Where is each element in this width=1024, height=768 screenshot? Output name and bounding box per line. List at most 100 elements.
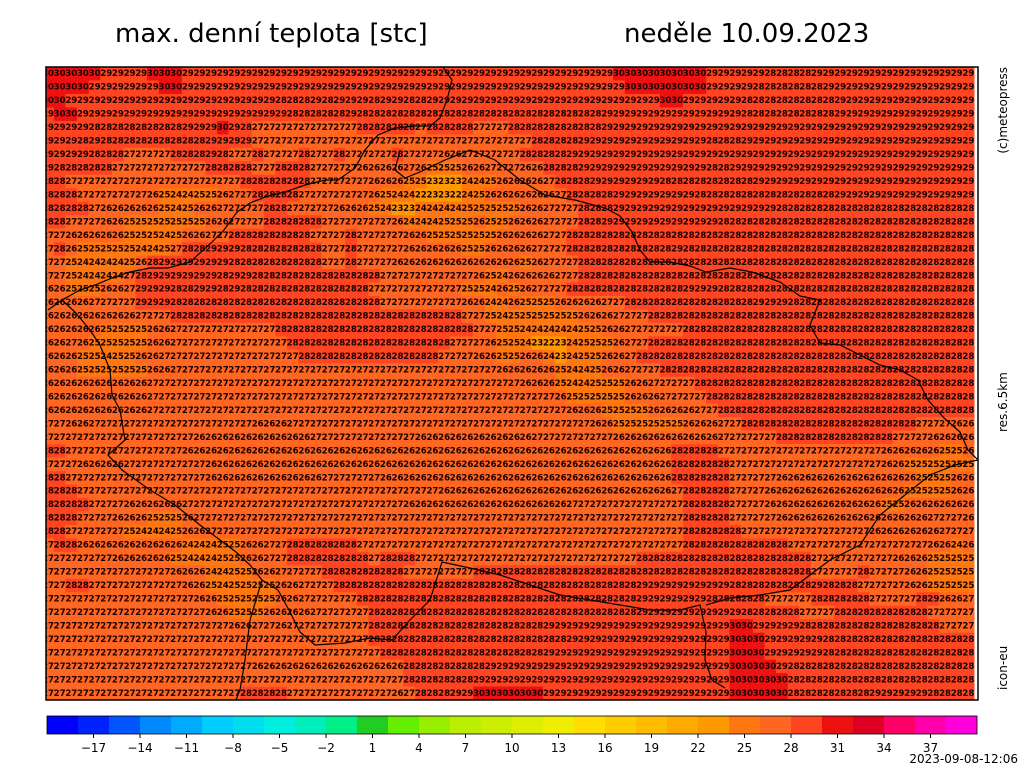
cell-color xyxy=(193,80,206,95)
cell-value: 28 xyxy=(135,123,147,133)
cell-value: 29 xyxy=(345,69,357,79)
cell-color xyxy=(333,80,346,95)
cell-value: 28 xyxy=(776,231,788,241)
cell-color xyxy=(135,120,148,135)
cell-value: 25 xyxy=(473,204,485,214)
cell-color xyxy=(543,107,556,122)
cell-value: 25 xyxy=(205,190,217,200)
cell-color xyxy=(391,93,404,108)
cell-color xyxy=(647,134,660,149)
cell-value: 25 xyxy=(170,231,182,241)
cell-color xyxy=(822,147,835,162)
cell-value: 29 xyxy=(205,110,217,120)
cell-color xyxy=(787,134,800,149)
cell-value: 28 xyxy=(741,231,753,241)
cell-value: 29 xyxy=(753,150,765,160)
cell-color xyxy=(449,67,462,81)
cell-value: 29 xyxy=(485,69,497,79)
cell-value: 25 xyxy=(461,204,473,214)
cell-value: 27 xyxy=(485,137,497,147)
cell-value: 28 xyxy=(706,164,718,174)
cell-color xyxy=(939,134,952,149)
cell-value: 29 xyxy=(426,96,438,106)
cell-value: 29 xyxy=(904,96,916,106)
cell-value: 27 xyxy=(566,258,578,268)
cell-color xyxy=(822,134,835,149)
cell-value: 29 xyxy=(625,164,637,174)
cell-value: 26 xyxy=(135,204,147,214)
cell-value: 28 xyxy=(718,258,730,268)
cell-value: 28 xyxy=(578,231,590,241)
cell-value: 28 xyxy=(65,204,77,214)
cell-color xyxy=(915,80,928,95)
cell-value: 28 xyxy=(54,204,66,214)
cell-value: 28 xyxy=(112,150,124,160)
cell-value: 29 xyxy=(659,217,671,227)
cell-value: 29 xyxy=(65,150,77,160)
cell-value: 29 xyxy=(892,96,904,106)
cell-color xyxy=(275,161,288,176)
cell-color xyxy=(112,147,125,162)
cell-value: 28 xyxy=(217,150,229,160)
cell-value: 26 xyxy=(368,190,380,200)
cell-color xyxy=(298,161,311,176)
cell-value: 28 xyxy=(939,258,951,268)
cell-value: 27 xyxy=(159,164,171,174)
cell-color xyxy=(170,120,183,135)
cell-value: 29 xyxy=(555,69,567,79)
cell-color xyxy=(88,120,101,135)
cell-color xyxy=(613,93,625,108)
cell-value: 28 xyxy=(298,164,310,174)
cell-value: 29 xyxy=(54,123,66,133)
cell-value: 26 xyxy=(392,177,404,187)
cell-color xyxy=(694,120,707,135)
cell-value: 25 xyxy=(485,217,497,227)
cell-color xyxy=(88,161,101,176)
cell-color xyxy=(869,93,882,108)
cell-value: 29 xyxy=(881,177,893,187)
cell-value: 28 xyxy=(834,217,846,227)
cell-value: 29 xyxy=(648,96,660,106)
cell-value: 29 xyxy=(741,69,753,79)
cell-color xyxy=(787,80,800,95)
cell-value: 29 xyxy=(939,96,951,106)
cell-color xyxy=(216,107,229,122)
cell-color xyxy=(741,93,754,108)
cell-color xyxy=(88,147,101,162)
cell-value: 30 xyxy=(671,83,683,93)
cell-value: 29 xyxy=(962,137,974,147)
cell-value: 28 xyxy=(869,231,881,241)
cell-value: 29 xyxy=(671,150,683,160)
cell-value: 29 xyxy=(846,83,858,93)
cell-value: 28 xyxy=(555,177,567,187)
cell-color xyxy=(706,134,719,149)
cell-value: 29 xyxy=(601,164,613,174)
cell-color xyxy=(240,120,253,135)
cell-value: 29 xyxy=(89,96,101,106)
cell-color xyxy=(741,107,754,122)
cell-value: 28 xyxy=(310,258,322,268)
cell-color xyxy=(345,80,358,95)
cell-color xyxy=(403,80,416,95)
cell-value: 28 xyxy=(403,123,415,133)
cell-value: 28 xyxy=(811,231,823,241)
cell-value: 27 xyxy=(333,137,345,147)
cell-color xyxy=(123,120,136,135)
cell-color xyxy=(77,107,90,122)
cell-color xyxy=(846,107,858,122)
cell-value: 28 xyxy=(578,258,590,268)
cell-value: 28 xyxy=(578,190,590,200)
cell-value: 24 xyxy=(426,204,438,214)
cell-value: 29 xyxy=(683,110,695,120)
cell-color xyxy=(135,80,148,95)
cell-color xyxy=(65,80,78,95)
cell-color xyxy=(752,107,765,122)
cell-value: 28 xyxy=(298,96,310,106)
cell-color xyxy=(601,80,614,95)
cell-value: 29 xyxy=(927,83,939,93)
cell-value: 29 xyxy=(962,96,974,106)
cell-value: 28 xyxy=(625,244,637,254)
cell-color xyxy=(939,93,952,108)
cell-value: 28 xyxy=(473,110,485,120)
cell-value: 29 xyxy=(648,137,660,147)
